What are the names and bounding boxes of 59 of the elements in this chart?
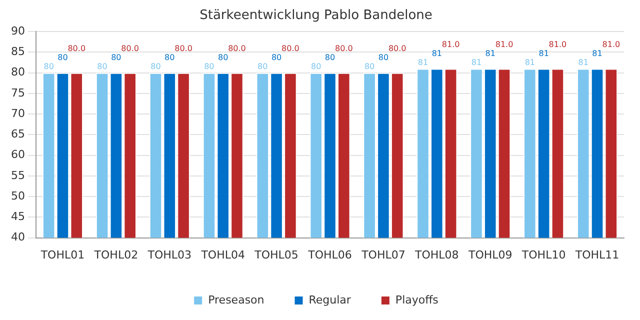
data-label: 80: [378, 52, 389, 62]
x-tick-label: TOHL03: [146, 248, 192, 262]
data-label: 81: [538, 48, 549, 58]
y-tick-label: 60: [10, 148, 25, 162]
data-label: 80.0: [334, 44, 353, 53]
data-label: 80: [364, 62, 375, 71]
data-label: 81.0: [442, 40, 460, 49]
y-tick-label: 70: [10, 106, 25, 120]
legend-label: Playoffs: [395, 293, 439, 306]
data-label: 80: [218, 52, 228, 62]
data-label: 81: [432, 48, 442, 58]
y-tick-label: 55: [10, 168, 25, 182]
x-tick-label: TOHL01: [40, 248, 85, 262]
x-tick-label: TOHL06: [307, 248, 352, 262]
data-label: 81.0: [495, 40, 514, 49]
data-label: 81: [578, 58, 588, 67]
y-tick-label: 90: [10, 24, 25, 38]
data-label: 80: [324, 52, 336, 62]
x-tick-label: TOHL10: [520, 248, 566, 262]
x-tick-label: TOHL02: [93, 248, 138, 262]
data-label: 81: [418, 58, 428, 67]
y-tick-label: 85: [10, 45, 25, 58]
data-label: 80: [204, 62, 214, 71]
data-label: 80: [271, 52, 282, 62]
data-label: 80.0: [174, 44, 192, 53]
y-tick-label: 65: [10, 128, 25, 141]
data-label: 80.0: [228, 44, 246, 53]
data-label: 81: [485, 48, 496, 58]
y-tick-label: 45: [10, 210, 25, 224]
y-tick-label: 50: [10, 189, 25, 202]
x-tick-label: TOHL08: [414, 248, 459, 262]
x-tick-label: TOHL05: [254, 248, 298, 262]
legend-label: Regular: [308, 293, 352, 306]
x-tick-label: TOHL07: [360, 248, 406, 262]
data-label: 80.0: [68, 44, 86, 53]
data-label: 80: [311, 62, 322, 71]
legend-label: Preseason: [208, 293, 264, 306]
chart-title: Stärkeentwicklung Pablo Bandelone: [200, 8, 432, 24]
data-label: 80: [97, 62, 108, 71]
data-label: 80: [111, 52, 122, 62]
data-label: 80: [258, 62, 268, 71]
x-tick-label: TOHL09: [467, 248, 512, 262]
data-label: 80: [44, 62, 54, 71]
y-tick-label: 75: [10, 86, 25, 100]
x-tick-label: TOHL11: [574, 248, 620, 262]
data-label: 81: [524, 58, 536, 67]
data-label: 81: [592, 48, 602, 58]
data-label: 80: [150, 62, 161, 71]
data-label: 80.0: [121, 44, 139, 53]
y-tick-label: 40: [10, 230, 25, 244]
data-label: 81.0: [548, 40, 567, 49]
data-label: 81: [471, 58, 482, 67]
y-tick-label: 80: [10, 66, 25, 79]
data-label: 81.0: [602, 40, 620, 49]
data-label: 80.0: [282, 44, 300, 53]
data-label: 80: [164, 52, 175, 62]
data-label: 80.0: [388, 44, 406, 53]
x-tick-label: TOHL04: [200, 248, 245, 262]
data-label: 80: [58, 52, 68, 62]
